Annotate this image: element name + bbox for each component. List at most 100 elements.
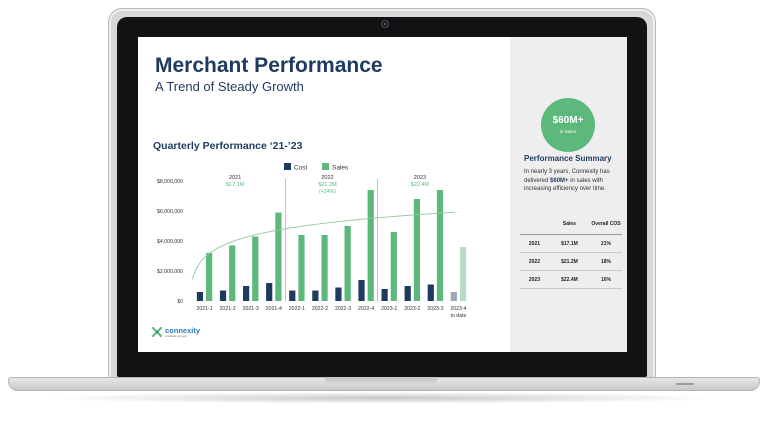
legend-swatch-sales	[322, 163, 329, 170]
bar-sales	[367, 190, 374, 301]
table-row: 2023 $22.4M 16%	[520, 270, 622, 289]
bar-sales	[298, 235, 305, 301]
table-row: 2022 $21.2M 18%	[520, 252, 622, 271]
x-tick-label: 2021-3	[243, 306, 259, 312]
bar-sales	[344, 226, 351, 301]
summary-title: Performance Summary	[524, 154, 612, 163]
bar-cost	[450, 292, 457, 301]
table-cell-cos: 21%	[590, 234, 622, 253]
year-annotations: 2021$17.1M 2022$21.2M(+24%) 2023$22.4M	[226, 175, 429, 195]
bar-sales	[413, 199, 420, 301]
badge-value: $60M+	[552, 115, 584, 126]
chart-legend: Cost Sales	[284, 163, 349, 172]
logo-name: connexity	[165, 326, 201, 335]
summary-text: In nearly 3 years, Connexity has deliver…	[524, 168, 624, 194]
y-tick-label: $2,000,000	[157, 269, 183, 275]
laptop-open-notch	[325, 377, 437, 385]
x-tick-label: 2023-4	[450, 306, 466, 312]
year-annotation-value: $17.1M	[226, 182, 245, 188]
table-header-cos: Overall COS	[590, 214, 622, 235]
connexity-logo: connexity a Taboola company	[152, 327, 200, 338]
table-cell-cos: 16%	[590, 270, 622, 289]
table-cell-sales: $17.1M	[548, 234, 590, 253]
quarterly-performance-chart: Cost Sales 2021$17.1M 2022$21.2M(+24%) 2023…	[157, 163, 467, 319]
sales-trendline	[191, 211, 456, 280]
bar-sales	[436, 190, 444, 301]
bar-sales	[206, 253, 213, 301]
y-tick-label: $8,000,000	[157, 179, 183, 185]
connexity-logo-mark-icon	[152, 327, 162, 337]
bar-sales	[275, 212, 282, 301]
summary-text-bold: $60M+	[550, 177, 569, 184]
legend-label-cost: Cost	[294, 165, 308, 172]
bar-sales	[321, 235, 328, 301]
bar-cost	[427, 284, 434, 301]
x-tick-label: 2021-1	[196, 306, 212, 312]
chart-title: Quarterly Performance ‘21-’23	[153, 140, 303, 152]
year-annotation-note: (+24%)	[319, 189, 336, 195]
y-tick-label: $6,000,000	[157, 209, 183, 215]
chart-bars	[196, 190, 467, 301]
table-header-year	[520, 214, 549, 235]
x-tick-label: 2023-2	[404, 306, 420, 312]
slide-main-panel: Merchant Performance A Trend of Steady G…	[138, 37, 510, 352]
year-annotation-label: 2023	[414, 175, 426, 181]
table-cell-year: 2023	[520, 270, 549, 289]
year-annotation-label: 2021	[229, 175, 241, 181]
table-cell-year: 2021	[520, 234, 549, 253]
x-tick-label: 2022-4	[358, 306, 374, 312]
status-light	[676, 383, 694, 385]
bar-sales	[252, 236, 259, 301]
slide-title: Merchant Performance	[155, 54, 383, 77]
logo-subtext: a Taboola company	[165, 335, 188, 338]
x-tick-label: 2021-4	[266, 306, 282, 312]
year-annotation-value: $21.2M	[318, 182, 337, 188]
x-tick-label: 2023-3	[427, 306, 443, 312]
x-tick-label: to date	[451, 313, 467, 319]
table-cell-year: 2022	[520, 252, 549, 271]
y-tick-label: $4,000,000	[157, 239, 183, 245]
bar-cost	[358, 280, 365, 301]
table-cell-sales: $22.4M	[548, 270, 590, 289]
bar-cost	[289, 290, 296, 301]
summary-panel: $60M+ in Sales Performance Summary In ne…	[510, 37, 627, 352]
badge-label: in Sales	[559, 129, 576, 134]
bar-cost	[404, 286, 411, 301]
bar-cost	[219, 290, 227, 301]
bar-sales	[459, 247, 467, 301]
x-axis-labels: 2021-1 2021-2 2021-3 2021-4 2022-1 2022-2 2022…	[196, 306, 466, 319]
table-cell-sales: $21.2M	[548, 252, 590, 271]
bar-sales	[229, 245, 236, 301]
laptop-shadow	[40, 392, 728, 404]
bar-cost	[266, 283, 273, 301]
legend-swatch-cost	[284, 163, 291, 170]
table-header-row: Sales Overall COS	[520, 214, 622, 235]
bar-cost	[312, 290, 319, 301]
y-axis-labels: $0 $2,000,000 $4,000,000 $6,000,000 $8,000,0…	[157, 179, 183, 305]
summary-text-end: in sales with increasing efficiency over…	[524, 177, 606, 193]
trendline	[191, 211, 456, 280]
table-header-sales: Sales	[548, 214, 590, 235]
y-tick-label: $0	[177, 299, 183, 305]
x-tick-label: 2023-1	[381, 306, 397, 312]
summary-table: Sales Overall COS 2021 $17.1M 21% 2022 $…	[520, 214, 622, 289]
bar-cost	[381, 289, 388, 301]
bar-sales	[390, 232, 397, 301]
x-tick-label: 2022-2	[312, 306, 328, 312]
webcam-icon	[381, 20, 389, 28]
bar-cost	[243, 286, 250, 301]
legend-label-sales: Sales	[332, 165, 349, 172]
year-annotation-label: 2022	[321, 175, 333, 181]
table-cell-cos: 18%	[590, 252, 622, 271]
table-row: 2021 $17.1M 21%	[520, 234, 622, 253]
bar-cost	[335, 287, 342, 301]
x-tick-label: 2021-2	[220, 306, 236, 312]
chart-axis	[285, 179, 378, 301]
slide: Merchant Performance A Trend of Steady G…	[138, 37, 627, 352]
year-annotation-value: $22.4M	[411, 182, 430, 188]
bar-cost	[196, 292, 204, 301]
x-tick-label: 2022-3	[335, 306, 351, 312]
slide-subtitle: A Trend of Steady Growth	[155, 79, 304, 94]
sales-badge: $60M+ in Sales	[541, 98, 595, 152]
x-tick-label: 2022-1	[289, 306, 305, 312]
